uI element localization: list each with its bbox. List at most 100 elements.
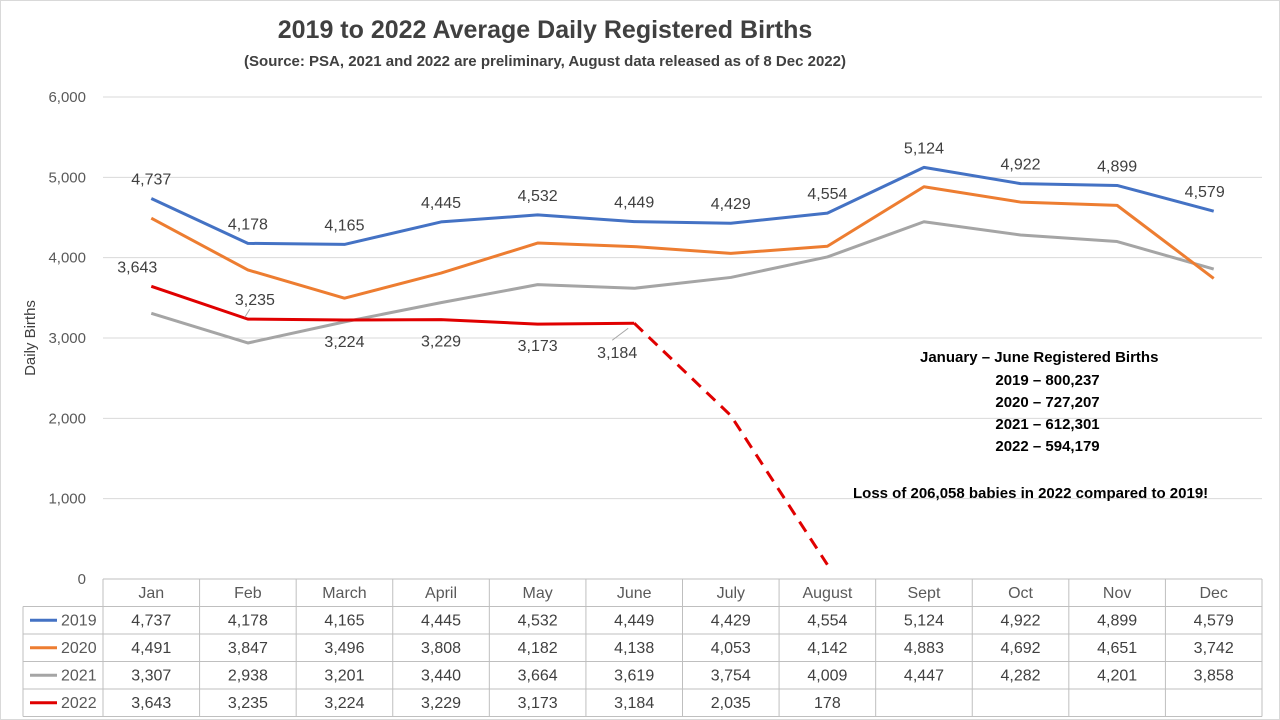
data-label-2019: 4,429 — [711, 196, 751, 213]
series-line-2021 — [150, 220, 1215, 345]
x-category-label: July — [717, 585, 745, 602]
table-cell: 3,858 — [1194, 668, 1234, 685]
x-category-label: April — [425, 585, 457, 602]
table-cell: 4,491 — [131, 640, 171, 657]
table-cell: 4,165 — [324, 613, 364, 630]
table-cell: 3,664 — [518, 668, 558, 685]
y-tick-label: 0 — [78, 571, 86, 588]
notes-heading: January – June Registered Births — [920, 349, 1159, 366]
x-category-label: Oct — [1008, 585, 1033, 602]
data-label-2022: 3,173 — [518, 338, 558, 355]
x-category-label: Jan — [138, 585, 164, 602]
legend-label-2021: 2021 — [61, 668, 97, 685]
series-line-2022 — [150, 284, 635, 326]
table-cell: 4,142 — [807, 640, 847, 657]
data-label-2022: 3,235 — [235, 292, 275, 309]
table-cell: 4,651 — [1097, 640, 1137, 657]
table-cell: 3,235 — [228, 695, 268, 712]
table-cell: 4,692 — [1001, 640, 1041, 657]
table-cell: 4,532 — [518, 613, 558, 630]
table-cell: 3,742 — [1194, 640, 1234, 657]
table-cell: 3,496 — [324, 640, 364, 657]
legend-label-2019: 2019 — [61, 613, 97, 630]
chart-title: 2019 to 2022 Average Daily Registered Bi… — [277, 16, 813, 44]
data-label-2019: 4,579 — [1185, 184, 1225, 201]
table-cell: 2,938 — [228, 668, 268, 685]
table-cell: 4,201 — [1097, 668, 1137, 685]
table-cell: 3,754 — [711, 668, 751, 685]
table-cell: 3,173 — [518, 695, 558, 712]
x-category-label: March — [322, 585, 366, 602]
table-cell: 4,053 — [711, 640, 751, 657]
table-cell: 4,579 — [1194, 613, 1234, 630]
y-tick-label: 3,000 — [48, 330, 86, 347]
data-label-2019: 4,449 — [614, 195, 654, 212]
x-category-label: Sept — [907, 585, 940, 602]
table-cell: 178 — [814, 695, 841, 712]
table-cell: 4,178 — [228, 613, 268, 630]
data-label-2019: 4,737 — [131, 171, 171, 188]
table-cell: 3,229 — [421, 695, 461, 712]
data-label-2019: 5,124 — [904, 140, 944, 157]
x-category-label: Feb — [234, 585, 262, 602]
table-cell: 4,282 — [1001, 668, 1041, 685]
data-label-2022: 3,643 — [117, 259, 157, 276]
table-cell: 4,449 — [614, 613, 654, 630]
notes-line-2019: 2019 – 800,237 — [995, 372, 1100, 389]
y-tick-label: 1,000 — [48, 491, 86, 508]
data-label-2022: 3,224 — [324, 334, 364, 351]
table-cell: 4,922 — [1001, 613, 1041, 630]
data-label-2022: 3,184 — [597, 345, 637, 362]
data-label-2019: 4,165 — [324, 217, 364, 234]
label-leader-line — [244, 308, 251, 318]
y-tick-label: 4,000 — [48, 250, 86, 267]
y-tick-label: 6,000 — [48, 89, 86, 106]
data-label-2019: 4,554 — [807, 186, 847, 203]
x-category-label: Dec — [1199, 585, 1227, 602]
y-tick-label: 2,000 — [48, 410, 86, 427]
table-cell: 4,554 — [807, 613, 847, 630]
x-category-label: May — [523, 585, 553, 602]
data-label-2019: 4,532 — [518, 188, 558, 205]
table-cell: 4,009 — [807, 668, 847, 685]
table-cell: 3,201 — [324, 668, 364, 685]
table-cell: 2,035 — [711, 695, 751, 712]
table-cell: 3,224 — [324, 695, 364, 712]
data-label-2022: 3,229 — [421, 334, 461, 351]
notes-line-2021: 2021 – 612,301 — [995, 416, 1100, 433]
data-label-2019: 4,922 — [1001, 157, 1041, 174]
x-category-label: August — [802, 585, 852, 602]
notes-line-2022: 2022 – 594,179 — [995, 438, 1100, 455]
label-leader-line — [611, 327, 629, 341]
series-line-2020 — [150, 185, 1215, 300]
data-label-2019: 4,178 — [228, 216, 268, 233]
series-line-2019 — [150, 165, 1215, 246]
table-cell: 3,643 — [131, 695, 171, 712]
table-cell: 3,184 — [614, 695, 654, 712]
table-cell: 4,899 — [1097, 613, 1137, 630]
data-label-2019: 4,445 — [421, 195, 461, 212]
table-cell: 4,447 — [904, 668, 944, 685]
y-axis-label: Daily Births — [22, 300, 39, 376]
legend-label-2020: 2020 — [61, 640, 97, 657]
table-cell: 4,429 — [711, 613, 751, 630]
table-cell: 4,883 — [904, 640, 944, 657]
table-cell: 3,307 — [131, 668, 171, 685]
legend-label-2022: 2022 — [61, 695, 97, 712]
table-cell: 5,124 — [904, 613, 944, 630]
notes-line-2020: 2020 – 727,207 — [995, 394, 1100, 411]
table-cell: 3,440 — [421, 668, 461, 685]
table-cell: 4,445 — [421, 613, 461, 630]
y-tick-label: 5,000 — [48, 169, 86, 186]
x-category-label: June — [617, 585, 652, 602]
table-cell: 4,182 — [518, 640, 558, 657]
table-cell: 4,138 — [614, 640, 654, 657]
table-cell: 3,808 — [421, 640, 461, 657]
table-cell: 3,847 — [228, 640, 268, 657]
table-cell: 4,737 — [131, 613, 171, 630]
chart-subtitle: (Source: PSA, 2021 and 2022 are prelimin… — [244, 53, 846, 70]
notes-loss: Loss of 206,058 babies in 2022 compared … — [853, 485, 1209, 502]
table-cell: 3,619 — [614, 668, 654, 685]
data-label-2019: 4,899 — [1097, 158, 1137, 175]
